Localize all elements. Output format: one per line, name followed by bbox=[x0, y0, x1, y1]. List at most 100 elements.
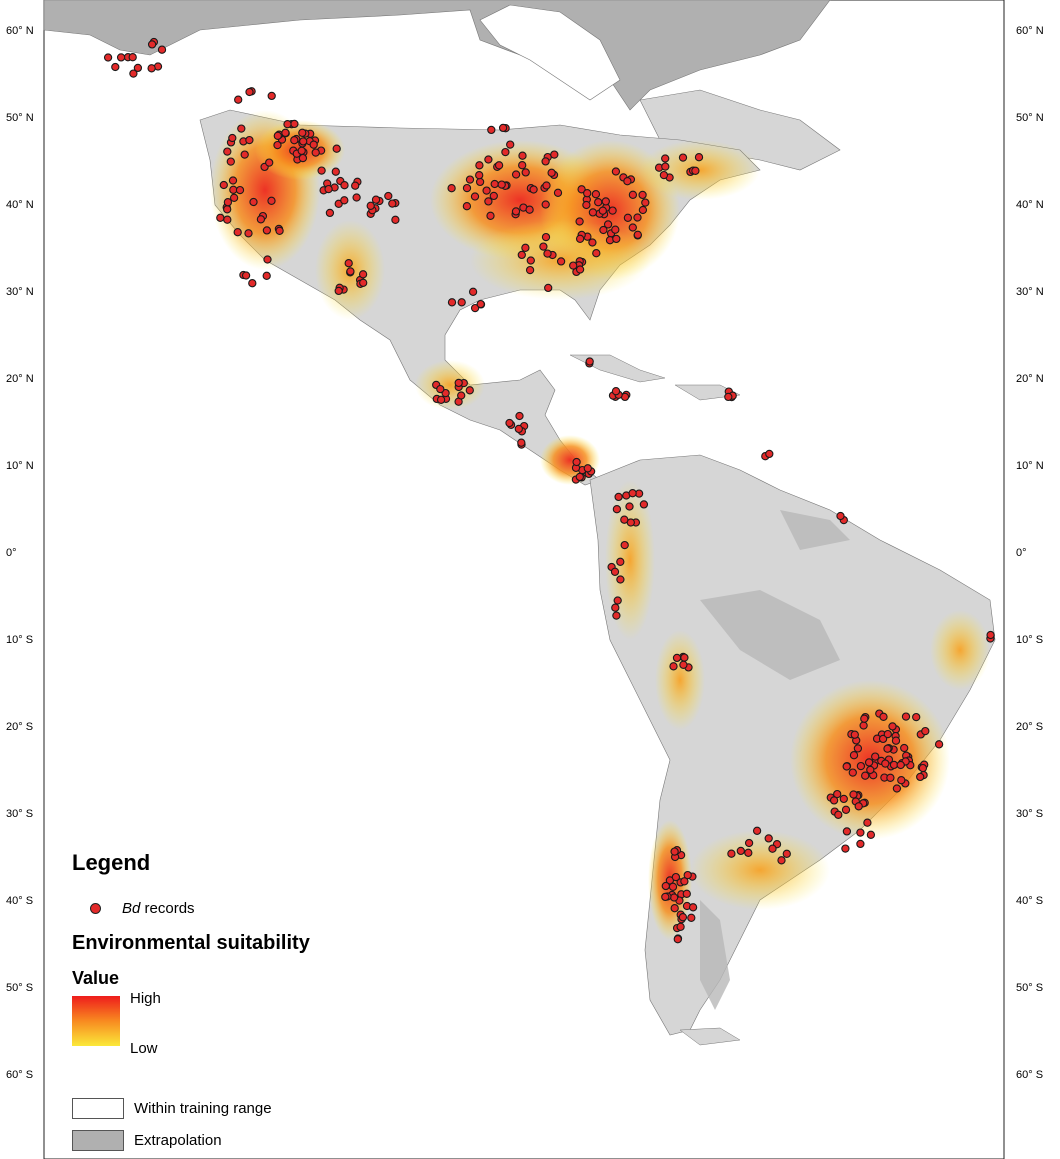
bd-record-point bbox=[641, 198, 650, 207]
bd-record-point bbox=[687, 913, 696, 922]
bd-record-point bbox=[625, 502, 634, 511]
bd-record-point bbox=[861, 771, 870, 780]
bd-record-point bbox=[575, 217, 584, 226]
bd-record-point bbox=[678, 153, 688, 162]
bd-record-point bbox=[223, 147, 232, 156]
bd-record-point bbox=[592, 249, 601, 258]
bd-record-point bbox=[556, 257, 566, 266]
lat-label-right: 50° N bbox=[1016, 112, 1044, 124]
bd-record-point bbox=[608, 206, 617, 215]
bd-record-point bbox=[866, 830, 876, 839]
bd-record-point bbox=[475, 171, 484, 180]
lat-label-right: 20° S bbox=[1016, 721, 1044, 733]
bd-record-point bbox=[678, 913, 688, 922]
legend-bd-records: Bd records bbox=[90, 900, 195, 917]
extrapolation-label: Extrapolation bbox=[134, 1132, 222, 1149]
bd-record-point bbox=[324, 184, 333, 194]
bd-record-point bbox=[262, 226, 272, 235]
bd-record-point bbox=[526, 256, 535, 265]
bd-record-point bbox=[623, 213, 633, 222]
bd-record-point bbox=[273, 140, 282, 150]
bd-record-point bbox=[518, 161, 527, 170]
bd-record-point bbox=[351, 181, 360, 190]
bd-record-point bbox=[147, 40, 157, 49]
bd-record-point bbox=[249, 197, 258, 207]
bd-record-point bbox=[233, 228, 242, 237]
bd-record-point bbox=[744, 848, 753, 857]
bd-record-point bbox=[777, 856, 786, 865]
lat-label-left: 50° S bbox=[6, 982, 34, 994]
bd-record-point bbox=[541, 232, 551, 242]
bd-record-point bbox=[486, 211, 495, 220]
bd-record-point bbox=[506, 140, 515, 149]
bd-record-point bbox=[752, 826, 762, 835]
bd-record-point bbox=[682, 889, 691, 898]
bd-record-point bbox=[518, 151, 527, 160]
bd-record-point bbox=[613, 596, 622, 605]
bd-record-point bbox=[245, 135, 254, 145]
bd-record-point bbox=[468, 287, 478, 296]
bd-record-point bbox=[539, 242, 548, 251]
bd-record-point bbox=[849, 790, 858, 799]
bd-record-point bbox=[892, 784, 902, 793]
bd-record-point bbox=[436, 395, 446, 404]
bd-record-point bbox=[896, 760, 905, 770]
bd-record-point bbox=[311, 148, 320, 157]
bd-record-point bbox=[841, 844, 850, 853]
bd-record-point bbox=[612, 505, 622, 514]
bd-record-point bbox=[550, 150, 559, 159]
bd-record-point bbox=[501, 147, 510, 157]
bd-record-point bbox=[669, 893, 679, 902]
bd-record-point bbox=[670, 904, 679, 913]
bd-record-point bbox=[601, 197, 610, 206]
bd-record-point bbox=[358, 270, 368, 279]
bd-record-point bbox=[886, 773, 895, 782]
bd-record-point bbox=[521, 243, 530, 252]
bd-record-point bbox=[633, 213, 642, 222]
extrapolation-amazon bbox=[700, 590, 840, 680]
bd-record-point bbox=[633, 230, 642, 239]
bd-record-point bbox=[661, 162, 670, 171]
bd-record-point bbox=[229, 185, 238, 194]
bd-record-point bbox=[839, 794, 848, 804]
bd-record-point bbox=[639, 500, 649, 509]
bd-record-point bbox=[673, 935, 682, 944]
bd-record-point bbox=[588, 208, 598, 217]
bd-record-point bbox=[223, 198, 233, 207]
bd-record-point bbox=[866, 765, 875, 775]
bd-record-point bbox=[672, 653, 682, 663]
bd-record-point bbox=[454, 378, 463, 388]
bd-record-point bbox=[514, 424, 523, 434]
bd-record-point bbox=[470, 192, 480, 201]
bd-record-point bbox=[325, 208, 335, 218]
bd-record-point bbox=[918, 763, 928, 773]
bd-label-italic: Bd bbox=[122, 900, 141, 917]
bd-record-point bbox=[517, 250, 526, 260]
bd-record-point bbox=[228, 176, 238, 185]
lat-label-right: 10° N bbox=[1016, 460, 1044, 472]
bd-record-point bbox=[859, 721, 868, 730]
bd-record-point bbox=[511, 207, 521, 216]
lat-label-right: 0° bbox=[1016, 547, 1027, 559]
lat-label-right: 40° N bbox=[1016, 199, 1044, 211]
bd-record-point bbox=[133, 63, 143, 73]
bd-record-point bbox=[317, 166, 326, 175]
bd-record-point bbox=[744, 838, 754, 848]
bd-record-point bbox=[462, 183, 472, 193]
bd-record-point bbox=[661, 154, 670, 163]
bd-record-point bbox=[340, 196, 349, 205]
bd-record-point bbox=[494, 161, 504, 170]
bd-record-point bbox=[611, 167, 621, 176]
high-label: High bbox=[130, 990, 161, 1007]
bd-record-point bbox=[829, 796, 839, 805]
bd-record-point bbox=[888, 722, 897, 731]
bd-record-point bbox=[661, 881, 670, 891]
extrapolation-andes-south bbox=[700, 900, 730, 1010]
bd-record-point bbox=[583, 464, 592, 473]
bd-record-point bbox=[670, 847, 679, 856]
lat-label-right: 60° S bbox=[1016, 1069, 1044, 1081]
bd-record-point bbox=[116, 53, 126, 62]
bd-record-point bbox=[694, 153, 704, 162]
bd-record-point bbox=[736, 846, 745, 856]
